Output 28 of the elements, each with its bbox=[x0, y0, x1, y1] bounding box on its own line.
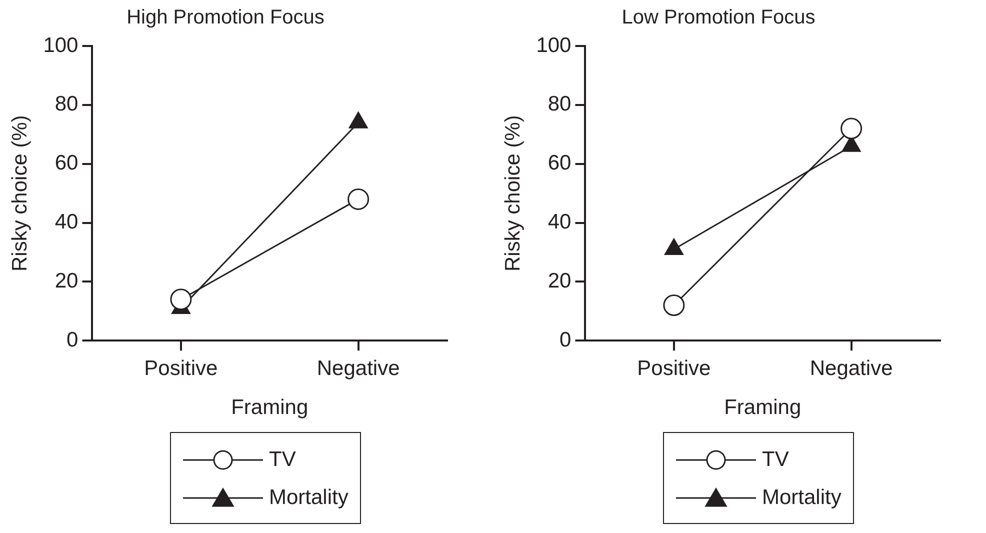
y-tick-label: 100 bbox=[536, 34, 572, 57]
x-tick-label: Positive bbox=[637, 356, 711, 380]
y-tick-label: 80 bbox=[548, 92, 572, 116]
legend-label: TV bbox=[269, 448, 296, 472]
x-tick-label: Negative bbox=[810, 356, 893, 380]
y-tick-label: 100 bbox=[43, 34, 78, 57]
point bbox=[663, 294, 685, 316]
y-tick-label: 20 bbox=[54, 269, 78, 292]
y-tick-label: 80 bbox=[54, 92, 78, 116]
y-axis-title: Risky choice (%) bbox=[8, 115, 32, 272]
y-tick-label: 60 bbox=[548, 152, 572, 175]
y-tick-label: 60 bbox=[54, 152, 78, 175]
y-tick-label: 20 bbox=[548, 269, 572, 292]
chart-title: High Promotion Focus bbox=[126, 6, 324, 29]
x-axis-title: Framing bbox=[231, 396, 308, 420]
legend-label: Mortality bbox=[269, 486, 348, 510]
x-axis-title: Framing bbox=[724, 396, 802, 420]
chart-title: Low Promotion Focus bbox=[622, 6, 816, 29]
y-axis-title: Risky choice (%) bbox=[501, 115, 524, 272]
legend-label: Mortality bbox=[762, 486, 842, 510]
y-tick-label: 40 bbox=[548, 210, 572, 234]
y-tick-label: 40 bbox=[54, 210, 78, 234]
y-tick-label: 0 bbox=[66, 328, 78, 352]
x-tick-label: Positive bbox=[144, 356, 218, 380]
legend-label: TV bbox=[762, 448, 789, 472]
x-tick-label: Negative bbox=[316, 356, 400, 380]
y-tick-label: 0 bbox=[560, 328, 572, 352]
point bbox=[348, 188, 370, 210]
